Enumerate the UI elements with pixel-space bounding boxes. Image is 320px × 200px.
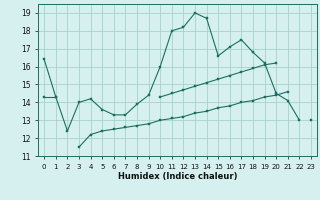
- X-axis label: Humidex (Indice chaleur): Humidex (Indice chaleur): [118, 172, 237, 181]
